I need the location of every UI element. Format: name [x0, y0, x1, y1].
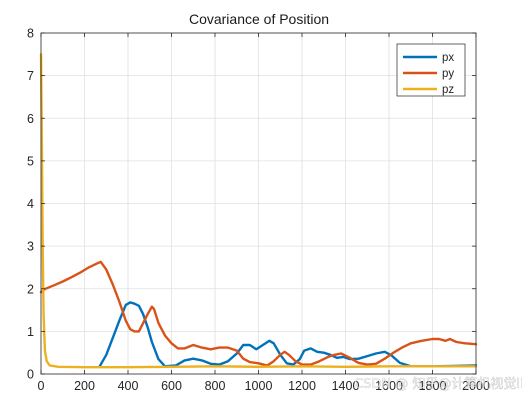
y-tick-label: 0 [27, 368, 34, 382]
legend-items: px py pz [403, 52, 454, 96]
x-tick-label: 200 [74, 379, 95, 393]
x-tick-label: 2000 [462, 379, 490, 393]
legend-box [396, 43, 466, 97]
series-line-pz [39, 53, 478, 369]
x-tick-label: 600 [161, 379, 182, 393]
y-tick-label: 2 [27, 282, 34, 296]
y-tick-label: 3 [27, 240, 34, 254]
x-tick-label: 1600 [375, 379, 403, 393]
y-tick-label: 5 [27, 154, 34, 168]
legend-label-pz: pz [442, 84, 454, 96]
y-tick-label: 8 [27, 27, 34, 41]
series-lines [39, 53, 478, 369]
y-tick-label: 7 [27, 69, 34, 83]
y-tick-label: 6 [27, 112, 34, 126]
axis-ticks: 0 200 400 600 800 1000 1200 1400 1600 1800 2000 0 1 2… [27, 27, 490, 394]
y-tick-label: 1 [27, 325, 34, 339]
series-line-py [39, 260, 478, 367]
legend-label-px: px [442, 52, 454, 64]
chart-title: Covariance of Position [189, 11, 329, 27]
legend-label-py: py [442, 68, 454, 80]
x-tick-label: 0 [38, 379, 45, 393]
x-tick-label: 1800 [419, 379, 447, 393]
legend: px py pz [396, 43, 466, 97]
x-tick-label: 800 [205, 379, 226, 393]
x-tick-label: 1200 [288, 379, 316, 393]
x-tick-label: 400 [118, 379, 139, 393]
watermark: CSDN @ 知乎@计算机视觉life [354, 376, 522, 392]
series-line-px [98, 301, 478, 368]
y-tick-label: 4 [27, 197, 34, 211]
x-tick-label: 1000 [245, 379, 273, 393]
x-tick-label: 1400 [332, 379, 360, 393]
